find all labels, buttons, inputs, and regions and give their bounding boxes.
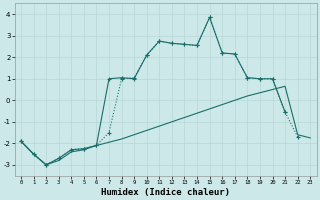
X-axis label: Humidex (Indice chaleur): Humidex (Indice chaleur) xyxy=(101,188,230,197)
